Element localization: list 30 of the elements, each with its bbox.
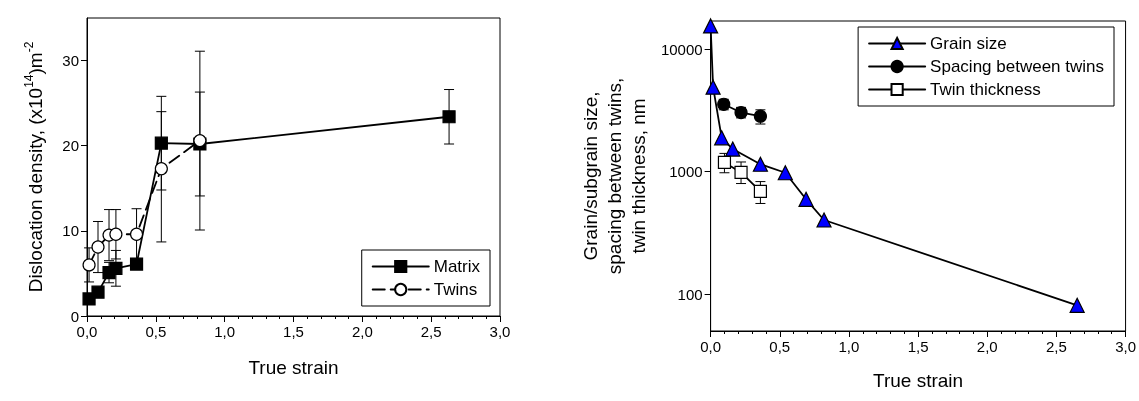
legend-label: Grain size	[930, 34, 1007, 53]
y-axis-title: Dislocation density, (x1014)m-2	[22, 41, 46, 293]
x-axis-title: True strain	[248, 357, 339, 378]
x-axis-title: True strain	[873, 370, 964, 391]
x-tick-label: 1,5	[907, 338, 929, 355]
x-tick-label: 1,0	[214, 323, 236, 340]
x-tick-label: 2,0	[976, 338, 998, 355]
x-tick-label: 0,0	[76, 323, 98, 340]
y-tick-label: 1000	[669, 163, 703, 181]
y-axis-title: Grain/subgrain size, spacing between twins, twin thickness, nm	[579, 77, 649, 275]
y-tick-label: 10000	[660, 40, 703, 58]
x-tick-label: 1,0	[838, 338, 860, 355]
x-tick-label: 2,5	[1045, 338, 1067, 355]
legend-label: Matrix	[433, 257, 481, 276]
legend-label: Twin thickness	[930, 80, 1041, 99]
x-tick-label: 0,5	[769, 338, 791, 355]
y-tick-label: 10	[62, 222, 79, 240]
y-tick-label: 30	[62, 52, 79, 70]
x-tick-label: 0,5	[145, 323, 167, 340]
legend-label: Spacing between twins	[930, 57, 1105, 76]
y-tick-label: 0	[70, 307, 79, 325]
x-tick-label: 2,5	[420, 323, 442, 340]
x-tick-label: 3,0	[489, 323, 511, 340]
y-tick-label: 100	[677, 285, 703, 303]
x-tick-label: 0,0	[700, 338, 722, 355]
y-tick-label: 20	[62, 137, 79, 155]
legend-label: Twins	[433, 280, 478, 299]
x-tick-label: 3,0	[1115, 338, 1136, 355]
x-tick-label: 2,0	[351, 323, 373, 340]
x-tick-label: 1,5	[283, 323, 304, 340]
